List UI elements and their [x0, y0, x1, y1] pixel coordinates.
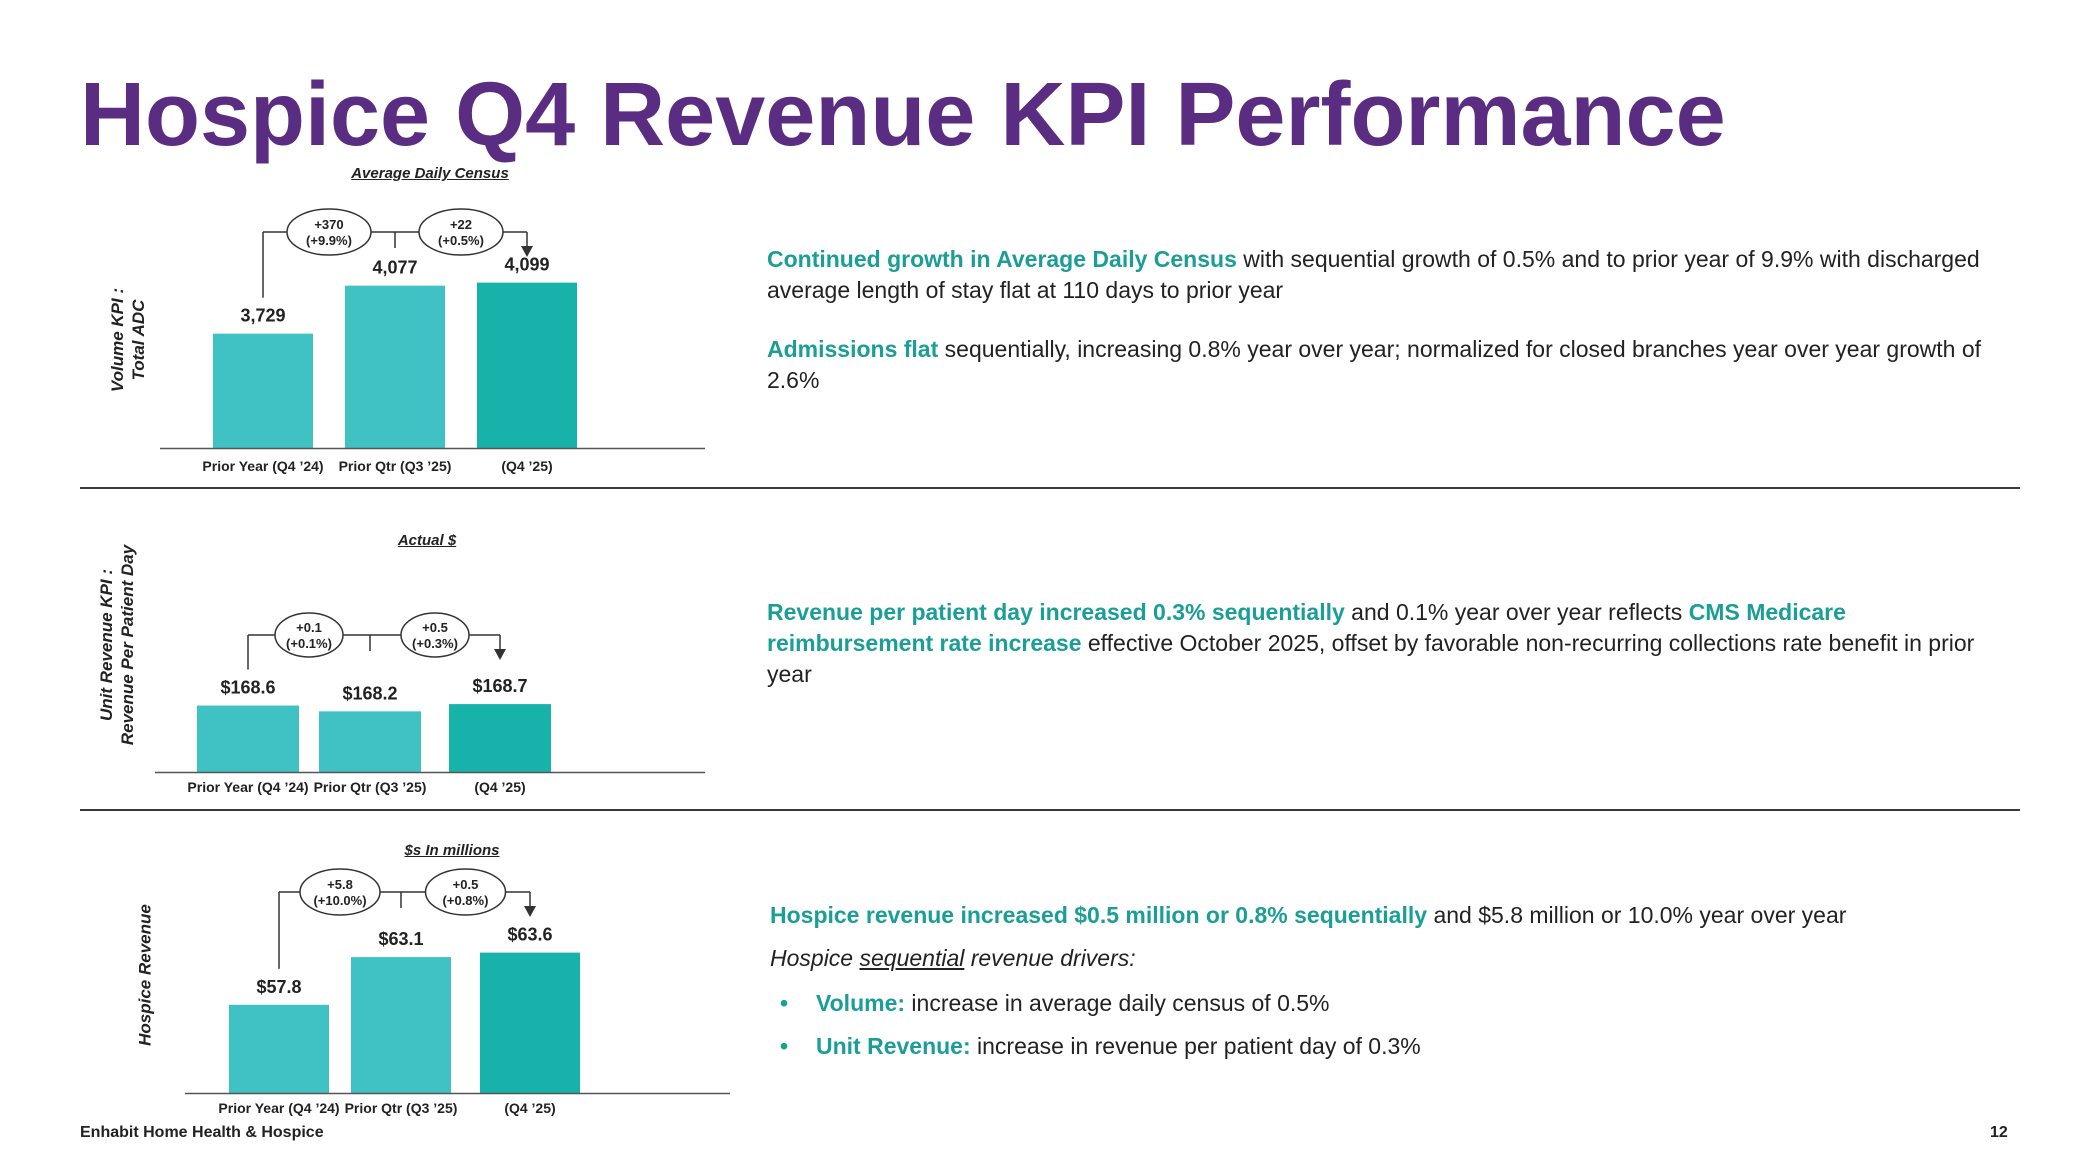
category-label: (Q4 ’25): [501, 458, 552, 474]
bar: [229, 1004, 329, 1093]
change-percent: (+9.9%): [306, 233, 352, 248]
bullet-dot: •: [780, 1033, 789, 1059]
value-label: $57.8: [256, 977, 301, 997]
bar: [480, 952, 580, 1093]
change-percent: (+10.0%): [313, 893, 366, 908]
bullet-dot: •: [780, 990, 789, 1016]
hospice-revenue-chart: $57.8 Prior Year (Q4 ’24) $63.1 Prior Qtr (…: [185, 868, 730, 1116]
change-bubble: [424, 868, 507, 916]
volume-text-1: with sequential growth of 0.5% and to pr…: [767, 246, 1980, 303]
revenue-paragraph: Hospice revenue increased $0.5 million o…: [770, 900, 2010, 931]
bar: [351, 957, 451, 1093]
unit-highlight-2: CMS Medicare reimbursement rate increase: [767, 599, 1846, 656]
category-label: Prior Qtr (Q3 ’25): [345, 1100, 458, 1116]
value-label: $63.1: [378, 929, 423, 949]
revenue-drivers-list: • Volume: increase in average daily censu…: [770, 988, 2010, 1062]
unit-highlight-1: Revenue per patient day increased 0.3% s…: [767, 599, 1345, 625]
footer-company: Enhabit Home Health & Hospice: [80, 1124, 324, 1141]
value-label: $63.6: [507, 925, 552, 945]
bar: [213, 333, 313, 448]
bullet-1-text: increase in average daily census of 0.5%: [905, 990, 1330, 1016]
volume-paragraph-2: Admissions flat sequentially, increasing…: [767, 334, 2007, 396]
change-value: +22: [450, 217, 472, 232]
change-value: +0.1: [296, 620, 322, 635]
change-percent: (+0.8%): [443, 893, 489, 908]
change-percent: (+0.5%): [438, 233, 484, 248]
drivers-pre: Hospice: [770, 945, 860, 971]
bar: [319, 711, 421, 772]
change-bubble: [418, 208, 504, 256]
bullet-2-text: increase in revenue per patient day of 0…: [970, 1033, 1421, 1059]
drivers-underlined: sequential: [859, 945, 965, 971]
bar: [477, 282, 577, 448]
change-bubble: [274, 612, 344, 658]
volume-commentary: Continued growth in Average Daily Census…: [767, 244, 2007, 396]
arrow-down-icon: [524, 906, 536, 917]
hospice-revenue-commentary: Hospice revenue increased $0.5 million o…: [770, 900, 2010, 1074]
change-percent: (+0.1%): [286, 636, 332, 651]
hospice-revenue-label: Hospice Revenue: [134, 904, 155, 1046]
volume-adc-chart: 3,729 Prior Year (Q4 ’24) 4,077 Prior Qtr (…: [160, 208, 705, 474]
unit-revenue-paragraph: Revenue per patient day increased 0.3% s…: [767, 597, 2007, 690]
category-label: (Q4 ’25): [504, 1100, 555, 1116]
bullet-1-label: Volume:: [816, 990, 906, 1016]
unit-revenue-label-line2: Revenue Per Patient Day: [118, 544, 137, 746]
change-bubble: [400, 612, 470, 658]
volume-kpi-label: Volume KPI : Total ADC: [107, 288, 150, 392]
value-label: 4,099: [504, 255, 549, 275]
change-value: +5.8: [327, 877, 353, 892]
page-title: Hospice Q4 Revenue KPI Performance: [80, 65, 1726, 165]
category-label: Prior Year (Q4 ’24): [187, 779, 308, 795]
unit-revenue-label-line1: Unit Revenue KPI :: [96, 568, 116, 722]
drivers-post: revenue drivers:: [964, 945, 1136, 971]
arrow-down-icon: [521, 246, 533, 257]
hospice-revenue-label-line1: Hospice Revenue: [135, 904, 155, 1046]
revenue-text: and $5.8 million or 10.0% year over year: [1427, 902, 1847, 928]
category-label: Prior Year (Q4 ’24): [202, 458, 323, 474]
chart-title-average-daily-census: Average Daily Census: [351, 165, 509, 182]
value-label: $168.2: [342, 683, 397, 703]
bar: [345, 285, 445, 448]
change-value: +0.5: [422, 620, 448, 635]
unit-revenue-kpi-label: Unit Revenue KPI : Revenue Per Patient D…: [96, 545, 139, 745]
change-value: +370: [314, 217, 343, 232]
revenue-drivers-heading: Hospice sequential revenue drivers:: [770, 943, 2010, 974]
volume-paragraph-1: Continued growth in Average Daily Census…: [767, 244, 2007, 306]
unit-revenue-commentary: Revenue per patient day increased 0.3% s…: [767, 597, 2007, 690]
chart-title-actual-dollars: Actual $: [397, 532, 457, 549]
change-bubble: [286, 208, 372, 256]
bullet-2-label: Unit Revenue:: [816, 1033, 971, 1059]
chart-title-millions: $s In millions: [404, 842, 500, 859]
volume-kpi-label-line1: Volume KPI :: [107, 287, 127, 393]
category-label: Prior Qtr (Q3 ’25): [314, 779, 427, 795]
volume-text-2: sequentially, increasing 0.8% year over …: [767, 336, 1982, 393]
change-percent: (+0.3%): [412, 636, 458, 651]
bar: [197, 705, 299, 772]
volume-highlight-1: Continued growth in Average Daily Census: [767, 246, 1237, 272]
volume-kpi-label-line2: Total ADC: [129, 299, 148, 381]
unit-text-1: and 0.1% year over year reflects: [1344, 599, 1689, 625]
category-label: (Q4 ’25): [474, 779, 525, 795]
list-item: • Volume: increase in average daily censu…: [770, 988, 2010, 1019]
revenue-highlight: Hospice revenue increased $0.5 million o…: [770, 902, 1428, 928]
category-label: Prior Qtr (Q3 ’25): [339, 458, 452, 474]
value-label: $168.7: [472, 676, 527, 696]
revenue-per-patient-day-chart: $168.6 Prior Year (Q4 ’24) $168.2 Prior Qtr…: [155, 612, 705, 795]
value-label: 4,077: [372, 258, 417, 278]
category-label: Prior Year (Q4 ’24): [218, 1100, 339, 1116]
value-label: 3,729: [240, 306, 285, 326]
list-item: • Unit Revenue: increase in revenue per p…: [770, 1031, 2010, 1062]
bar: [449, 704, 551, 772]
change-bubble: [299, 868, 381, 916]
unit-text-2: effective October 2025, offset by favora…: [767, 630, 1975, 687]
volume-highlight-2: Admissions flat: [767, 336, 939, 362]
change-value: +0.5: [453, 877, 479, 892]
value-label: $168.6: [220, 678, 275, 698]
footer-page-number: 12: [1990, 1124, 2008, 1141]
section-divider-2: [80, 809, 2020, 811]
section-divider-1: [80, 487, 2020, 489]
arrow-down-icon: [494, 649, 506, 660]
